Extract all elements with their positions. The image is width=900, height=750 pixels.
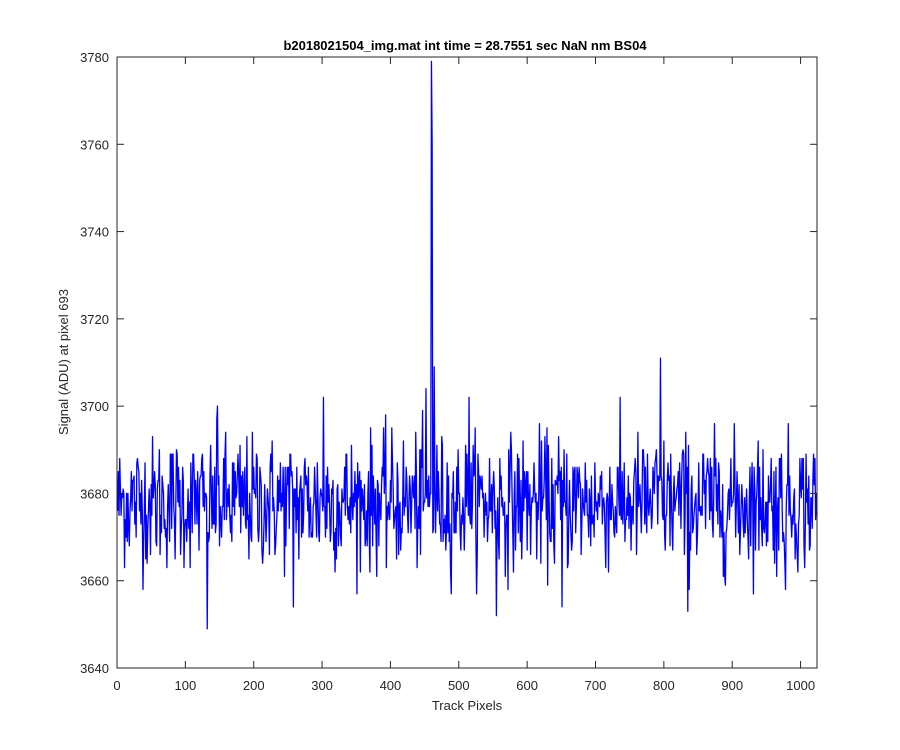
x-tick-label: 300	[311, 678, 333, 693]
y-tick-label: 3720	[80, 312, 109, 327]
y-tick-label: 3700	[80, 399, 109, 414]
y-tick-label: 3680	[80, 486, 109, 501]
series-group	[117, 60, 818, 630]
series-line	[117, 60, 818, 630]
x-axis-label: Track Pixels	[432, 698, 503, 713]
y-tick-label: 3640	[80, 661, 109, 676]
x-tick-label: 200	[243, 678, 265, 693]
chart-title: b2018021504_img.mat int time = 28.7551 s…	[283, 38, 647, 53]
x-tick-label: 1000	[786, 678, 815, 693]
x-tick-label: 700	[585, 678, 607, 693]
y-axis-ticks: 3640 3660 3680 3700 3720 3740 3760 3780	[80, 50, 817, 676]
x-tick-label: 100	[175, 678, 197, 693]
axes-box	[116, 56, 818, 669]
x-tick-label: 0	[113, 678, 120, 693]
plot-area	[117, 57, 817, 668]
y-tick-label: 3780	[80, 50, 109, 65]
y-tick-label: 3740	[80, 225, 109, 240]
x-tick-label: 800	[653, 678, 675, 693]
x-tick-label: 400	[380, 678, 402, 693]
y-axis-label: Signal (ADU) at pixel 693	[56, 289, 71, 435]
x-tick-label: 600	[516, 678, 538, 693]
y-tick-label: 3660	[80, 574, 109, 589]
x-axis-ticks: 0 100 200 300 400 500 600 700 800 900 1000	[113, 57, 815, 693]
y-tick-label: 3760	[80, 137, 109, 152]
x-tick-label: 500	[448, 678, 470, 693]
x-tick-label: 900	[721, 678, 743, 693]
